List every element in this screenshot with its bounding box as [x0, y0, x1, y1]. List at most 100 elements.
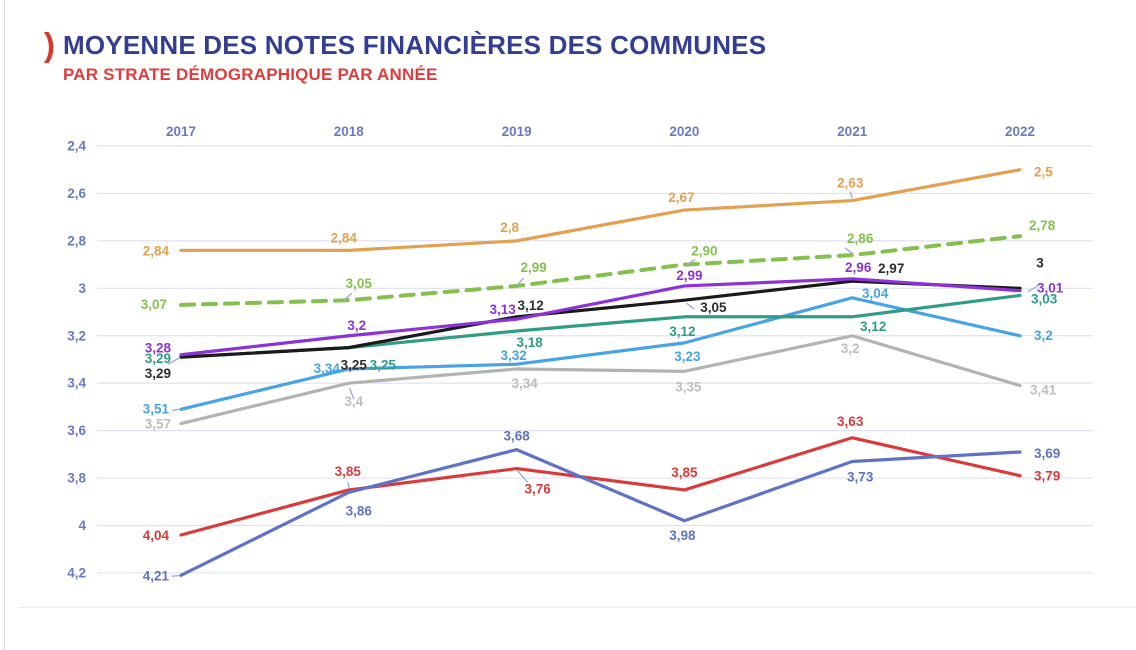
data-label-rouge: 3,63	[837, 414, 864, 429]
data-label-gris: 3,41	[1030, 383, 1057, 398]
data-label-noir: 3,29	[145, 366, 171, 381]
y-axis-label: 2,6	[67, 186, 86, 201]
data-label-bleu-clair: 3,04	[862, 286, 889, 301]
y-axis-label: 3,6	[67, 423, 86, 438]
data-label-noir: 3,05	[700, 300, 727, 315]
label-leader-orange	[849, 191, 853, 199]
data-label-violet: 2,99	[676, 268, 702, 283]
x-axis-label: 2022	[1005, 124, 1035, 139]
y-axis-label: 3,8	[67, 471, 86, 486]
label-leader-rouge	[517, 470, 529, 484]
label-leader-noir	[685, 302, 695, 310]
data-label-gris: 3,2	[841, 341, 860, 356]
data-label-orange: 2,63	[837, 176, 864, 191]
data-label-gris: 3,4	[344, 394, 363, 409]
page-subtitle: PAR STRATE DÉMOGRAPHIQUE PAR ANNÉE	[63, 65, 438, 84]
data-label-gris: 3,34	[511, 376, 538, 391]
data-label-gris: 3,35	[675, 379, 702, 394]
y-axis-label: 4,2	[67, 565, 86, 580]
data-label-noir: 3,25	[341, 358, 368, 373]
label-leader-bleu-indigo	[171, 574, 181, 578]
x-axis-label: 2017	[166, 124, 196, 139]
series-line-bleu-indigo	[179, 448, 1022, 577]
data-label-rouge: 3,76	[524, 482, 551, 497]
data-label-violet: 3,28	[145, 341, 172, 356]
data-label-bleu-clair: 3,32	[500, 348, 526, 363]
data-label-orange: 2,8	[500, 220, 519, 235]
data-label-vert-pointille: 2,99	[520, 260, 546, 275]
data-label-bleu-indigo: 4,21	[143, 568, 170, 583]
x-axis-label: 2018	[334, 124, 365, 139]
data-label-bleu-indigo: 3,69	[1034, 446, 1060, 461]
y-axis-label: 2,8	[67, 233, 86, 248]
data-label-bleu-indigo: 3,73	[847, 469, 874, 484]
data-label-orange: 2,5	[1034, 165, 1053, 180]
data-label-violet: 3,01	[1037, 281, 1064, 296]
label-leader-vert-pointille	[517, 277, 525, 286]
series-line-gris	[179, 334, 1022, 426]
data-label-violet: 3,13	[489, 302, 516, 317]
series-line-noir	[179, 279, 1022, 359]
data-label-orange: 2,84	[331, 230, 358, 245]
data-label-bleu-indigo: 3,86	[346, 503, 373, 518]
x-axis-label: 2019	[502, 124, 532, 139]
data-label-vert-pointille: 2,86	[847, 231, 874, 246]
data-label-vert-sarcelle: 3,12	[860, 319, 886, 334]
label-leader-rouge	[347, 481, 350, 489]
window-left-border	[4, 0, 5, 650]
data-label-bleu-clair: 3,23	[674, 349, 701, 364]
data-label-bleu-clair: 3,2	[1034, 328, 1053, 343]
data-label-rouge: 4,04	[143, 528, 170, 543]
series-line-violet	[179, 277, 1022, 357]
page-title: MOYENNE DES NOTES FINANCIÈRES DES COMMUN…	[63, 30, 767, 60]
data-label-bleu-clair: 3,34	[314, 361, 341, 376]
label-leader-gris	[349, 387, 355, 400]
data-label-violet: 3,2	[347, 318, 366, 333]
data-label-vert-sarcelle: 3,25	[370, 358, 397, 373]
y-axis-label: 4	[78, 518, 86, 533]
data-label-vert-pointille: 2,78	[1029, 218, 1056, 233]
y-axis-label: 3,4	[67, 376, 86, 391]
x-axis-label: 2020	[669, 124, 699, 139]
label-leader-vert-sarcelle	[167, 357, 180, 365]
y-axis-label: 2,4	[67, 139, 86, 154]
chart-header: ) MOYENNE DES NOTES FINANCIÈRES DES COMM…	[44, 26, 766, 85]
label-leader-bleu-clair	[171, 408, 180, 411]
data-label-bleu-clair: 3,51	[143, 401, 170, 416]
label-leader-vert-pointille	[686, 258, 696, 266]
data-label-rouge: 3,85	[335, 464, 362, 479]
data-label-vert-pointille: 2,90	[691, 244, 717, 259]
data-label-bleu-indigo: 3,68	[503, 429, 530, 444]
x-axis-label: 2021	[837, 124, 868, 139]
data-label-vert-sarcelle: 3,12	[669, 324, 695, 339]
y-axis-label: 3	[78, 281, 86, 296]
bottom-divider	[18, 607, 1136, 608]
data-label-vert-pointille: 3,07	[141, 297, 167, 312]
data-label-vert-sarcelle: 3,18	[516, 335, 543, 350]
data-label-rouge: 3,79	[1034, 469, 1060, 484]
label-leader-vert-pointille	[343, 292, 353, 301]
series-line-orange	[179, 168, 1022, 252]
series-line-bleu-clair	[179, 296, 1022, 411]
data-label-noir: 3,12	[517, 298, 543, 313]
data-label-orange: 2,67	[668, 190, 694, 205]
data-label-vert-sarcelle: 3,29	[145, 351, 171, 366]
data-label-gris: 3,57	[145, 417, 171, 432]
data-label-vert-sarcelle: 3,03	[1031, 291, 1058, 306]
data-label-noir: 3	[1036, 255, 1044, 270]
data-label-orange: 2,84	[143, 243, 170, 258]
series-line-rouge	[179, 436, 1022, 537]
data-label-bleu-indigo: 3,98	[669, 528, 696, 543]
y-axis-label: 3,2	[67, 328, 86, 343]
data-label-noir: 2,97	[878, 261, 904, 276]
data-label-vert-pointille: 3,05	[346, 276, 373, 291]
data-label-violet: 2,96	[845, 260, 872, 275]
label-leader-violet	[1027, 285, 1039, 293]
title-block: MOYENNE DES NOTES FINANCIÈRES DES COMMUN…	[63, 30, 766, 85]
label-leader-vert-pointille	[844, 247, 854, 255]
series-line-vert-pointille	[179, 234, 1022, 307]
title-bracket-icon: )	[44, 26, 55, 63]
data-label-rouge: 3,85	[671, 465, 698, 480]
